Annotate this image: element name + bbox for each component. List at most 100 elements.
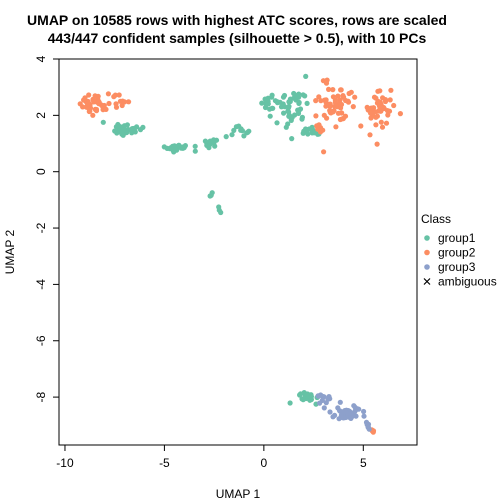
- point-group2: [326, 86, 332, 92]
- point-group1: [265, 101, 271, 107]
- point-group1: [192, 143, 198, 149]
- point-group1: [286, 99, 292, 105]
- point-group1: [296, 108, 302, 114]
- point-group1: [280, 101, 286, 107]
- point-group2: [373, 114, 379, 120]
- point-group2: [348, 89, 354, 95]
- point-group2: [86, 92, 92, 98]
- legend-label-ambiguous: ambiguous: [438, 275, 497, 289]
- x-tick-label: 5: [360, 456, 367, 470]
- point-group2: [330, 94, 336, 100]
- point-group2: [338, 105, 344, 111]
- legend-marker-group3: [424, 264, 430, 270]
- point-group2: [340, 115, 346, 122]
- y-tick-label: -4: [34, 279, 48, 290]
- point-group2: [323, 80, 330, 86]
- point-group3: [351, 403, 357, 409]
- point-group2: [323, 103, 329, 109]
- point-group1: [137, 127, 144, 133]
- point-group3: [337, 399, 343, 405]
- point-group1: [300, 130, 306, 136]
- point-group2: [81, 97, 87, 103]
- point-group3: [330, 414, 336, 420]
- point-group1: [267, 113, 273, 119]
- point-group1: [285, 108, 291, 114]
- point-group2: [338, 87, 344, 93]
- point-group1: [202, 138, 208, 144]
- point-group2: [340, 93, 346, 99]
- point-group2: [368, 105, 374, 111]
- point-group1: [272, 98, 278, 104]
- point-group2: [370, 429, 376, 435]
- point-group2: [96, 99, 102, 105]
- point-group1: [281, 110, 287, 116]
- point-group2: [106, 100, 112, 107]
- point-group1: [296, 99, 302, 106]
- legend-label-group3: group3: [438, 260, 476, 274]
- point-group2: [111, 94, 117, 100]
- point-group2: [119, 102, 125, 109]
- point-group3: [365, 421, 372, 427]
- point-group3: [317, 400, 323, 406]
- point-group1: [269, 92, 275, 98]
- point-group2: [384, 108, 391, 114]
- point-group2: [321, 149, 327, 155]
- point-group1: [281, 92, 288, 99]
- x-axis-label: UMAP 1: [216, 487, 261, 501]
- chart-subtitle: 443/447 confident samples (silhouette > …: [48, 30, 427, 46]
- y-tick-label: 2: [34, 112, 48, 119]
- point-group1: [287, 400, 293, 406]
- point-group1: [308, 396, 314, 403]
- point-group1: [262, 96, 268, 102]
- point-group3: [327, 396, 333, 402]
- point-group1: [309, 124, 315, 130]
- point-group2: [388, 87, 394, 93]
- y-axis: 4 2 0 -2 -4 -6 -8: [34, 55, 60, 402]
- point-group2: [391, 102, 397, 109]
- point-group1: [311, 130, 318, 136]
- point-group1: [117, 129, 123, 135]
- point-group1: [270, 105, 276, 111]
- point-group1: [216, 204, 222, 210]
- point-group2: [335, 93, 341, 99]
- point-group1: [180, 144, 186, 150]
- point-group2: [378, 119, 384, 125]
- point-group1: [229, 132, 235, 138]
- point-group2: [332, 99, 338, 105]
- point-group2: [367, 132, 373, 138]
- legend-marker-ambiguous: [423, 278, 431, 285]
- point-group2: [379, 124, 386, 130]
- point-group1: [112, 128, 118, 134]
- point-group3: [321, 405, 327, 411]
- point-group1: [100, 119, 106, 125]
- point-group3: [352, 408, 358, 414]
- point-group1: [303, 73, 309, 79]
- point-group2: [323, 97, 329, 103]
- point-group1: [286, 103, 292, 109]
- point-group2: [320, 127, 326, 133]
- point-group1: [209, 190, 215, 196]
- point-group1: [289, 136, 295, 142]
- point-group1: [304, 100, 310, 106]
- point-group2: [343, 97, 349, 104]
- point-group2: [376, 103, 383, 109]
- point-group2: [387, 97, 393, 103]
- legend-title: Class: [421, 212, 451, 226]
- point-group2: [321, 112, 327, 118]
- point-group3: [327, 409, 333, 415]
- point-group3: [361, 413, 367, 419]
- x-axis: -10 -5 0 5: [56, 444, 367, 470]
- y-axis-label: UMAP 2: [3, 229, 17, 274]
- point-group1: [176, 142, 182, 148]
- point-group2: [330, 87, 336, 93]
- point-group1: [304, 127, 310, 134]
- point-group1: [207, 139, 213, 145]
- point-group1: [285, 121, 291, 127]
- point-group2: [383, 120, 390, 126]
- point-group3: [320, 393, 326, 400]
- legend-label-group1: group1: [438, 231, 476, 245]
- point-group2: [358, 123, 364, 129]
- point-group2: [330, 109, 336, 115]
- point-group2: [116, 92, 122, 98]
